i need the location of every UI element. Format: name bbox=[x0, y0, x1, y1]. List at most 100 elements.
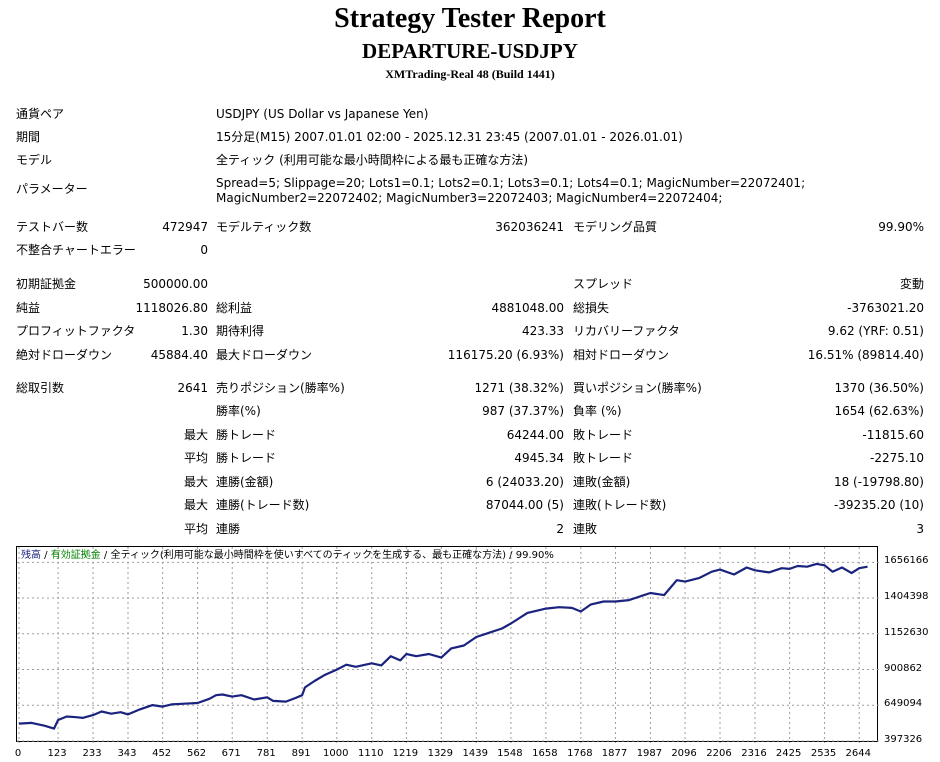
report-subtitle: DEPARTURE-USDJPY bbox=[362, 39, 578, 63]
stat-avg-consec-wins-label: 連勝 bbox=[216, 522, 241, 536]
stat-gross-profit-label: 総利益 bbox=[216, 301, 253, 315]
x-tick-label: 452 bbox=[152, 748, 172, 759]
stat-max-consec-losses-label: 連敗(金額) bbox=[573, 475, 631, 489]
stat-avg-loss-label: 敗トレード bbox=[573, 451, 634, 465]
stat-pf-value: 1.30 bbox=[181, 324, 208, 338]
legend-separator: / bbox=[100, 550, 111, 561]
stat-avg-consec-losses-label: 連敗 bbox=[573, 522, 598, 536]
x-tick-label: 2425 bbox=[775, 748, 802, 759]
x-tick-label: 1110 bbox=[357, 748, 384, 759]
legend-separator: / bbox=[505, 550, 516, 561]
legend-separator: / bbox=[41, 550, 51, 561]
stat-largest-win-label: 勝トレード bbox=[216, 428, 277, 442]
stat-gross-loss-label: 総損失 bbox=[573, 301, 610, 315]
stat-spread-label: スプレッド bbox=[573, 277, 634, 291]
x-tick-label: 0 bbox=[14, 748, 22, 759]
stat-long-value: 1370 (36.50%) bbox=[834, 381, 924, 395]
stat-net-value: 1118026.80 bbox=[135, 301, 208, 315]
stat-max-consec-loss-value: -39235.20 (10) bbox=[833, 498, 924, 512]
stat-avg-consec-wins-value: 2 bbox=[556, 522, 564, 536]
stat-rel-dd-value: 16.51% (89814.40) bbox=[807, 348, 924, 362]
stat-max-consec-profit-value: 87044.00 (5) bbox=[485, 498, 564, 512]
stat-max-consec-wins-label: 連勝(金額) bbox=[216, 475, 274, 489]
parameters-label: パラメーター bbox=[16, 182, 88, 196]
stat-mismatch-label: 不整合チャートエラー bbox=[16, 243, 136, 257]
x-tick-label: 1329 bbox=[427, 748, 454, 759]
stat-bars-label: テストバー数 bbox=[16, 220, 89, 234]
stat-winrate-label: 勝率(%) bbox=[216, 404, 261, 418]
chart-legend: 残高 / 有効証拠金 / 全ティック(利用可能な最小時間枠を使いすべてのティック… bbox=[21, 549, 554, 562]
stat-avg-consec-losses-value: 3 bbox=[916, 522, 924, 536]
legend-model: 全ティック(利用可能な最小時間枠を使いすべてのティックを生成する、最も正確な方法… bbox=[110, 550, 506, 561]
stat-pf-label: プロフィットファクタ bbox=[16, 324, 136, 338]
x-tick-label: 1219 bbox=[392, 748, 419, 759]
legend-balance: 残高 bbox=[21, 550, 41, 561]
x-tick-label: 123 bbox=[47, 748, 67, 759]
stat-short-label: 売りポジション(勝率%) bbox=[216, 381, 345, 395]
y-tick-label: 1152630 bbox=[884, 626, 929, 638]
x-tick-label: 2206 bbox=[706, 748, 732, 759]
stat-expected-value: 423.33 bbox=[522, 324, 564, 338]
balance-series-line bbox=[18, 562, 868, 730]
legend-equity: 有効証拠金 bbox=[50, 550, 101, 561]
stat-lossrate-label: 負率 (%) bbox=[573, 404, 622, 418]
balance-chart: 残高 / 有効証拠金 / 全ティック(利用可能な最小時間枠を使いすべてのティック… bbox=[16, 546, 879, 743]
stat-largest-loss-label: 敗トレード bbox=[573, 428, 634, 442]
x-tick-label: 1768 bbox=[567, 748, 593, 759]
x-tick-label: 2096 bbox=[671, 748, 697, 759]
symbol-label: 通貨ペア bbox=[16, 107, 65, 121]
stat-lossrate-value: 1654 (62.63%) bbox=[834, 404, 924, 418]
stat-quality-value: 99.90% bbox=[878, 220, 924, 234]
stat-largest-loss-value: -11815.60 bbox=[862, 428, 924, 442]
stat-rel-dd-label: 相対ドローダウン bbox=[573, 348, 670, 362]
model-value: 全ティック (利用可能な最小時間枠による最も正確な方法) bbox=[216, 153, 529, 167]
symbol-value: USDJPY (US Dollar vs Japanese Yen) bbox=[216, 107, 429, 121]
stat-max-dd-label: 最大ドローダウン bbox=[216, 348, 313, 362]
stat-avg-word: 平均 bbox=[183, 451, 208, 465]
y-tick-label: 1656166 bbox=[884, 555, 929, 567]
stat-winrate-value: 987 (37.37%) bbox=[482, 404, 564, 418]
stat-max-dd-value: 116175.20 (6.93%) bbox=[447, 348, 564, 362]
x-tick-label: 343 bbox=[117, 748, 137, 759]
stat-expected-label: 期待利得 bbox=[216, 324, 265, 338]
stat-net-label: 純益 bbox=[16, 301, 41, 315]
stat-quality-label: モデリング品質 bbox=[573, 220, 658, 234]
x-tick-label: 671 bbox=[221, 748, 241, 759]
stat-total-trades-label: 総取引数 bbox=[16, 381, 65, 395]
stat-short-value: 1271 (38.32%) bbox=[474, 381, 564, 395]
x-tick-label: 1439 bbox=[462, 748, 489, 759]
x-tick-label: 781 bbox=[256, 748, 276, 759]
stat-spread-value: 変動 bbox=[899, 277, 924, 291]
stat-max-consec-wins-value: 6 (24033.20) bbox=[485, 475, 564, 489]
stat-max-consec-profit-label: 連勝(トレード数) bbox=[216, 498, 310, 512]
stat-avg-win-label: 勝トレード bbox=[216, 451, 277, 465]
x-tick-label: 1877 bbox=[601, 748, 628, 759]
legend-quality: 99.90% bbox=[515, 550, 554, 561]
stat-mismatch-value: 0 bbox=[200, 243, 208, 257]
stat-largest-win-value: 64244.00 bbox=[506, 428, 564, 442]
stat-max-consec-losses-value: 18 (-19798.80) bbox=[833, 475, 924, 489]
stat-deposit-label: 初期証拠金 bbox=[16, 277, 77, 291]
stat-avg-win-value: 4945.34 bbox=[514, 451, 564, 465]
stat-max-word: 最大 bbox=[183, 428, 208, 442]
stat-gross-profit-value: 4881048.00 bbox=[491, 301, 564, 315]
stat-recovery-value: 9.62 (YRF: 0.51) bbox=[827, 324, 924, 338]
stat-recovery-label: リカバリーファクタ bbox=[573, 324, 680, 338]
stat-max-word: 最大 bbox=[183, 498, 208, 512]
period-label: 期間 bbox=[16, 130, 41, 144]
stat-ticks-value: 362036241 bbox=[495, 220, 564, 234]
stat-max-word: 最大 bbox=[183, 475, 208, 489]
report-build: XMTrading-Real 48 (Build 1441) bbox=[385, 67, 555, 81]
x-tick-label: 1658 bbox=[532, 748, 558, 759]
stat-abs-dd-value: 45884.40 bbox=[150, 348, 208, 362]
y-tick-label: 1404398 bbox=[884, 591, 929, 603]
stat-abs-dd-label: 絶対ドローダウン bbox=[16, 348, 113, 362]
stat-long-label: 買いポジション(勝率%) bbox=[573, 381, 702, 395]
stat-gross-loss-value: -3763021.20 bbox=[847, 301, 924, 315]
x-tick-label: 1548 bbox=[497, 748, 523, 759]
stat-avg-word: 平均 bbox=[183, 522, 208, 536]
stat-deposit-value: 500000.00 bbox=[143, 277, 208, 291]
stat-max-consec-loss-label: 連敗(トレード数) bbox=[573, 498, 667, 512]
stat-bars-value: 472947 bbox=[162, 220, 208, 234]
parameters-value: Spread=5; Slippage=20; Lots1=0.1; Lots2=… bbox=[216, 176, 806, 205]
